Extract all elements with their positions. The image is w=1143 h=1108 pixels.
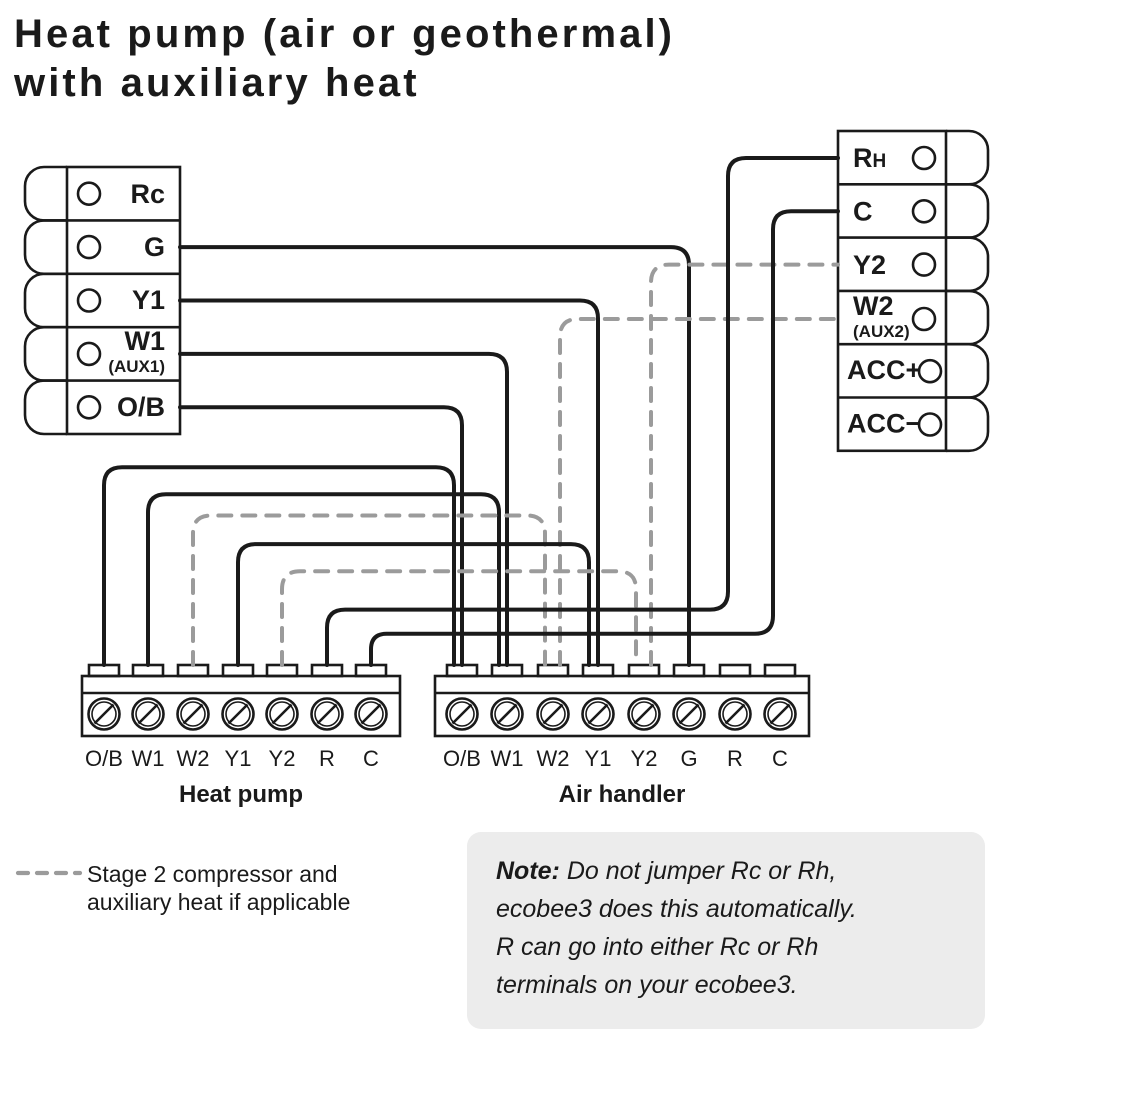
svg-text:C: C [363,746,379,771]
svg-text:RH: RH [853,143,886,173]
svg-text:auxiliary heat if applicable: auxiliary heat if applicable [87,889,350,915]
svg-text:ACC−: ACC− [847,408,921,438]
svg-text:R: R [727,746,743,771]
svg-text:O/B: O/B [117,392,165,422]
svg-text:O/B: O/B [85,746,123,771]
svg-text:W2: W2 [177,746,210,771]
svg-text:Heat pump: Heat pump [179,781,303,808]
svg-text:W1: W1 [491,746,524,771]
svg-text:W2: W2 [537,746,570,771]
svg-text:Rc: Rc [130,179,165,209]
svg-text:O/B: O/B [443,746,481,771]
svg-text:Y1: Y1 [585,746,612,771]
svg-text:Y1: Y1 [132,285,165,315]
svg-text:Y2: Y2 [269,746,296,771]
svg-text:Y1: Y1 [225,746,252,771]
svg-text:C: C [853,197,873,227]
svg-text:W1: W1 [125,326,166,356]
svg-text:R: R [319,746,335,771]
svg-text:(AUX2): (AUX2) [853,322,910,341]
svg-text:ACC+: ACC+ [847,355,921,385]
svg-text:Y2: Y2 [631,746,658,771]
svg-text:(AUX1): (AUX1) [108,357,165,376]
svg-text:Air handler: Air handler [559,781,686,808]
svg-text:W1: W1 [132,746,165,771]
svg-text:Y2: Y2 [853,250,886,280]
svg-text:G: G [680,746,697,771]
svg-text:W2: W2 [853,291,894,321]
svg-text:Stage 2 compressor and: Stage 2 compressor and [87,861,338,887]
svg-text:C: C [772,746,788,771]
svg-text:G: G [144,232,165,262]
